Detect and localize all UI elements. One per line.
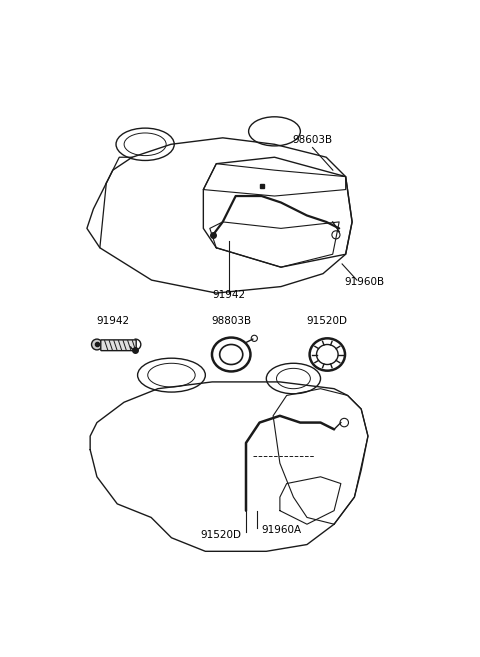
Text: 91942: 91942 (213, 290, 246, 300)
Ellipse shape (92, 339, 102, 350)
FancyBboxPatch shape (101, 340, 136, 351)
Text: 91942: 91942 (96, 317, 130, 327)
Text: 91960B: 91960B (344, 277, 384, 286)
Text: 98603B: 98603B (292, 135, 333, 145)
Text: 91960A: 91960A (262, 526, 301, 535)
Text: 91520D: 91520D (200, 530, 241, 540)
Text: 91520D: 91520D (307, 317, 348, 327)
Text: 98803B: 98803B (211, 317, 251, 327)
